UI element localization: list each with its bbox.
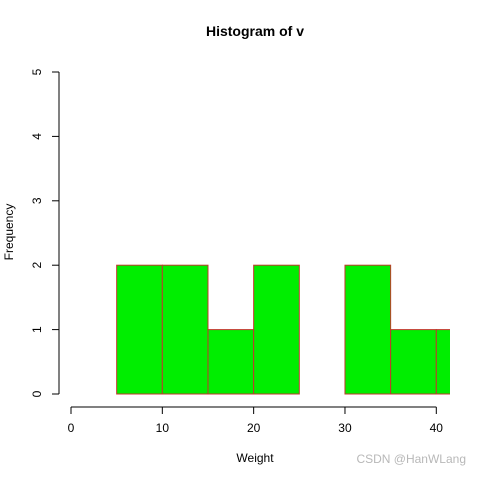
histogram-bar-0 [116,264,163,395]
y-tick-label: 4 [30,133,44,140]
watermark: CSDN @HanWLang [356,452,466,466]
histogram-bar-1 [161,264,209,395]
y-tick-label: 3 [30,197,44,204]
y-tick-label: 2 [30,262,44,269]
histogram-bar-7 [435,329,450,395]
x-axis: 0 10 20 30 40 [68,406,444,435]
x-axis-label: Weight [236,451,274,465]
histogram-bar-2 [207,329,255,395]
x-tick-label: 20 [247,421,261,435]
x-tick-label: 30 [338,421,352,435]
histogram-bar-5 [344,264,392,395]
x-tick-label: 0 [68,421,75,435]
y-axis: 0 1 2 3 4 5 [30,68,60,397]
x-tick-label: 40 [430,421,444,435]
y-tick-label: 0 [30,390,44,397]
y-axis-label: Frequency [2,204,16,261]
chart-title: Histogram of v [206,23,304,39]
y-tick-label: 5 [30,68,44,75]
histogram-bar-3 [253,264,300,395]
y-tick-label: 1 [30,326,44,333]
x-tick-label: 10 [156,421,170,435]
histogram-bar-6 [390,329,437,395]
bars [116,264,450,395]
